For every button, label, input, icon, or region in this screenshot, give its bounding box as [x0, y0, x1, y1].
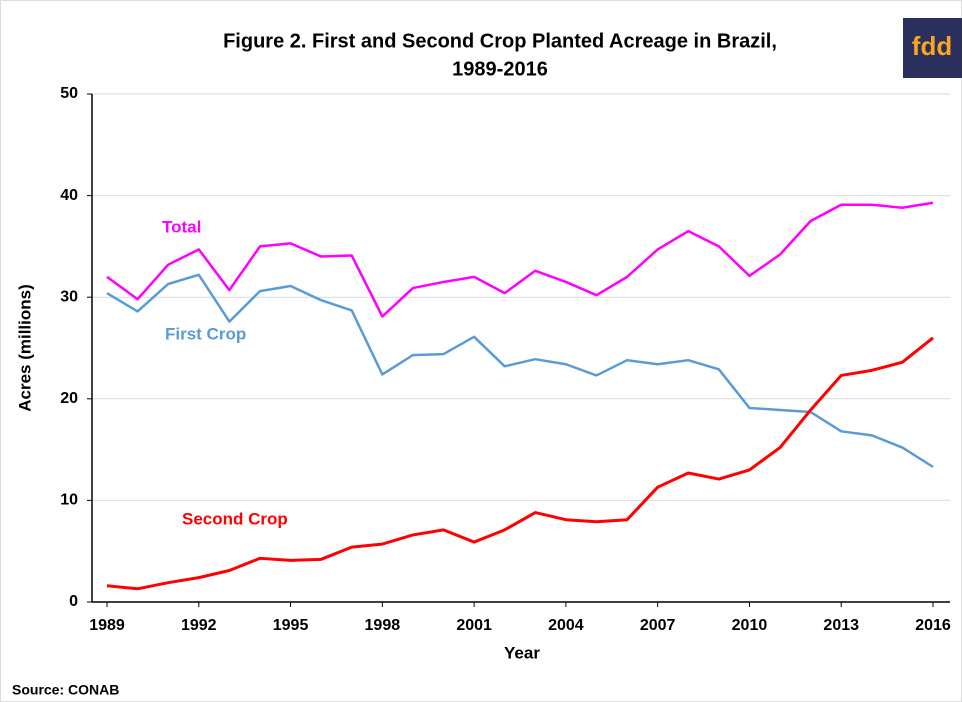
x-tick-label: 1992 — [181, 617, 217, 634]
x-tick-label: 2016 — [915, 617, 951, 634]
x-tick-label: 2013 — [823, 617, 859, 634]
y-tick-label: 30 — [60, 288, 78, 305]
y-tick-label: 40 — [60, 187, 78, 204]
series-line — [106, 336, 934, 591]
series-label: First Crop — [165, 324, 246, 343]
series-label: Total — [162, 217, 201, 236]
logo-box — [903, 18, 962, 78]
x-tick-label: 2010 — [732, 617, 768, 634]
y-tick-label: 50 — [60, 85, 78, 102]
x-tick-label: 1989 — [89, 617, 125, 634]
y-axis-label: Acres (millions) — [15, 284, 34, 412]
y-tick-label: 20 — [60, 390, 78, 407]
x-tick-label: 2007 — [640, 617, 676, 634]
x-tick-label: 1998 — [365, 617, 401, 634]
series-label: Second Crop — [182, 509, 288, 528]
x-tick-label: 2004 — [548, 617, 584, 634]
logo: fdd — [912, 31, 952, 61]
x-tick-label: 2001 — [456, 617, 492, 634]
y-tick-label: 0 — [69, 593, 78, 610]
series-line — [106, 201, 934, 318]
series-line — [106, 273, 934, 468]
chart-title: 1989-2016 — [452, 58, 548, 80]
x-tick-label: 1995 — [273, 617, 309, 634]
x-axis-label: Year — [504, 643, 540, 662]
y-tick-label: 10 — [60, 492, 78, 509]
chart-title: Figure 2. First and Second Crop Planted … — [223, 30, 777, 52]
source: Source: CONAB — [12, 682, 119, 698]
